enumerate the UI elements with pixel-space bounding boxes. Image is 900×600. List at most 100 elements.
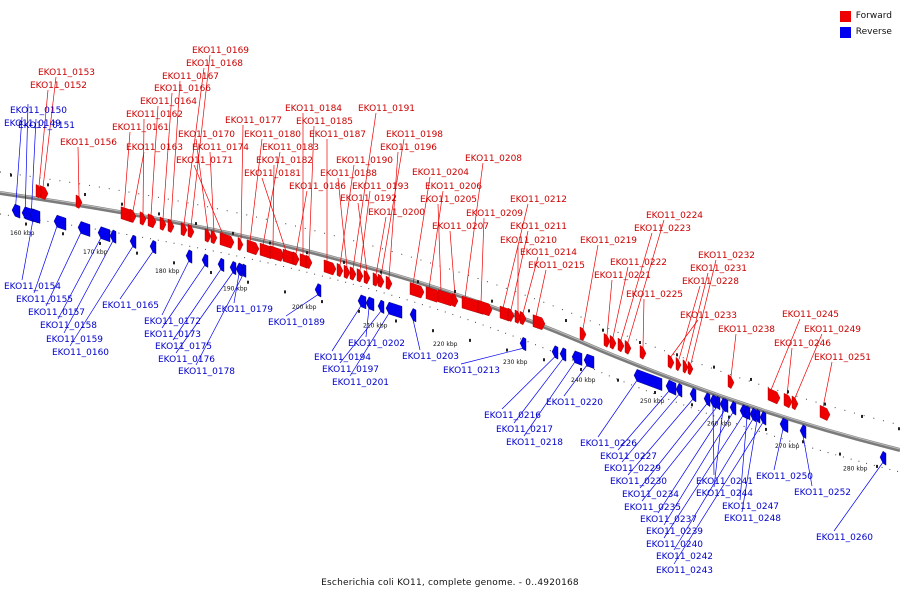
forward-gene-arrow bbox=[292, 251, 300, 266]
leader-line-reverse bbox=[673, 418, 754, 551]
forward-gene-arrow bbox=[727, 374, 735, 389]
leader-line-forward bbox=[522, 256, 539, 314]
forward-gene-arrow bbox=[246, 239, 260, 256]
forward-gene-arrow bbox=[624, 339, 632, 355]
forward-track-mark bbox=[10, 173, 12, 177]
reverse-gene-arrow bbox=[759, 410, 767, 426]
leader-line-reverse bbox=[161, 260, 190, 316]
reverse-track-mark bbox=[876, 464, 878, 468]
gene-label-reverse: EKO11_0243 bbox=[656, 566, 713, 576]
gene-label-reverse: EKO11_0248 bbox=[724, 514, 781, 524]
forward-gene-arrow bbox=[477, 299, 493, 317]
reverse-gene-arrow bbox=[583, 353, 595, 369]
leader-line-reverse bbox=[349, 312, 390, 377]
reverse-gene-arrow bbox=[185, 249, 193, 264]
gene-label-forward: EKO11_0210 bbox=[500, 236, 557, 246]
gene-label-reverse: EKO11_0150 bbox=[10, 106, 67, 116]
forward-track-mark bbox=[121, 202, 123, 206]
gene-label-forward: EKO11_0205 bbox=[420, 195, 477, 205]
leader-line-reverse bbox=[739, 416, 748, 501]
gene-label-reverse: EKO11_0220 bbox=[546, 398, 603, 408]
reverse-gene-arrow bbox=[149, 240, 157, 255]
forward-gene-arrow bbox=[532, 314, 546, 331]
gene-label-forward: EKO11_0170 bbox=[178, 130, 235, 140]
gene-label-reverse: EKO11_0157 bbox=[28, 308, 85, 318]
axis-tick-label: 180 kbp bbox=[155, 268, 180, 275]
gene-label-forward: EKO11_0193 bbox=[352, 182, 409, 192]
leader-line-reverse bbox=[597, 380, 638, 438]
forward-gene-arrow bbox=[343, 264, 351, 279]
reverse-gene-arrow bbox=[689, 387, 697, 403]
forward-gene-arrow bbox=[237, 236, 244, 251]
gene-label-reverse: EKO11_0158 bbox=[40, 321, 97, 331]
reverse-track-mark bbox=[506, 348, 508, 352]
reverse-gene-arrow bbox=[799, 424, 807, 439]
gene-label-forward: EKO11_0245 bbox=[782, 310, 839, 320]
reverse-track-mark bbox=[765, 427, 767, 431]
forward-track-mark bbox=[232, 231, 234, 235]
leader-line-reverse bbox=[802, 435, 813, 487]
gene-label-reverse: EKO11_0160 bbox=[52, 348, 109, 358]
gene-label-forward: EKO11_0156 bbox=[60, 138, 117, 148]
gene-label-forward: EKO11_0219 bbox=[580, 236, 637, 246]
reverse-track-mark bbox=[543, 358, 545, 362]
gene-label-forward: EKO11_0168 bbox=[186, 59, 243, 69]
leader-line-reverse bbox=[460, 347, 524, 365]
gene-label-reverse: EKO11_0226 bbox=[580, 439, 637, 449]
leader-line-forward bbox=[150, 105, 159, 216]
leader-line-reverse bbox=[30, 118, 37, 220]
gene-label-reverse: EKO11_0194 bbox=[314, 353, 371, 363]
forward-gene-arrow bbox=[519, 310, 527, 326]
leader-line-forward bbox=[337, 177, 348, 268]
forward-gene-arrow bbox=[617, 337, 625, 353]
forward-gene-arrow bbox=[210, 229, 218, 245]
reverse-gene-arrow bbox=[229, 260, 237, 276]
leader-line-forward bbox=[535, 269, 547, 317]
gene-label-reverse: EKO11_0203 bbox=[402, 352, 459, 362]
gene-label-forward: EKO11_0211 bbox=[510, 222, 567, 232]
gene-label-reverse: EKO11_0165 bbox=[102, 301, 159, 311]
leader-line-forward bbox=[38, 89, 49, 187]
gene-label-forward: EKO11_0192 bbox=[340, 194, 397, 204]
gene-label-forward: EKO11_0163 bbox=[126, 143, 183, 153]
leader-line-reverse bbox=[24, 103, 29, 218]
reverse-track-mark bbox=[358, 309, 360, 313]
forward-gene-arrow bbox=[609, 334, 617, 350]
leader-line-forward bbox=[352, 112, 377, 269]
gene-label-reverse: EKO11_0175 bbox=[155, 342, 212, 352]
gene-label-reverse: EKO11_0201 bbox=[332, 378, 389, 388]
gene-label-forward: EKO11_0161 bbox=[112, 123, 169, 133]
forward-gene-arrow bbox=[372, 272, 380, 287]
leader-line-reverse bbox=[663, 415, 744, 539]
forward-track-mark bbox=[639, 340, 641, 344]
gene-label-reverse: EKO11_0151 bbox=[18, 121, 75, 131]
leader-line-forward bbox=[770, 318, 801, 391]
gene-label-forward: EKO11_0162 bbox=[126, 110, 183, 120]
gene-label-forward: EKO11_0207 bbox=[432, 222, 489, 232]
gene-label-reverse: EKO11_0159 bbox=[46, 335, 103, 345]
axis-tick-label: 190 kbp bbox=[223, 286, 248, 293]
leader-line-forward bbox=[308, 125, 315, 258]
gene-labels: EKO11_0153 EKO11_0152 EKO11_0156 EKO11_0169… bbox=[4, 46, 873, 576]
leader-line-forward bbox=[295, 190, 308, 254]
gene-label-forward: EKO11_0191 bbox=[358, 104, 415, 114]
reverse-gene-arrow bbox=[201, 253, 209, 268]
gene-label-reverse: EKO11_0218 bbox=[506, 438, 563, 448]
reverse-track-mark bbox=[321, 300, 323, 304]
reverse-track-mark bbox=[469, 338, 471, 342]
gene-label-forward: EKO11_0190 bbox=[336, 156, 393, 166]
reverse-gene-arrow bbox=[53, 214, 67, 231]
forward-gene-arrow bbox=[363, 270, 371, 285]
forward-gene-arrow bbox=[167, 218, 175, 233]
reverse-gene-arrow bbox=[29, 208, 41, 224]
leader-line-reverse bbox=[523, 361, 576, 437]
gene-label-forward: EKO11_0186 bbox=[289, 182, 346, 192]
reverse-track-mark bbox=[210, 271, 212, 275]
gene-label-reverse: EKO11_0240 bbox=[646, 540, 703, 550]
reverse-track-mark bbox=[136, 251, 138, 255]
gene-label-forward: EKO11_0206 bbox=[425, 182, 482, 192]
forward-track-mark bbox=[824, 402, 826, 406]
forward-track-mark bbox=[787, 390, 789, 394]
forward-gene-arrow bbox=[139, 211, 147, 226]
reverse-track-mark bbox=[284, 290, 286, 294]
